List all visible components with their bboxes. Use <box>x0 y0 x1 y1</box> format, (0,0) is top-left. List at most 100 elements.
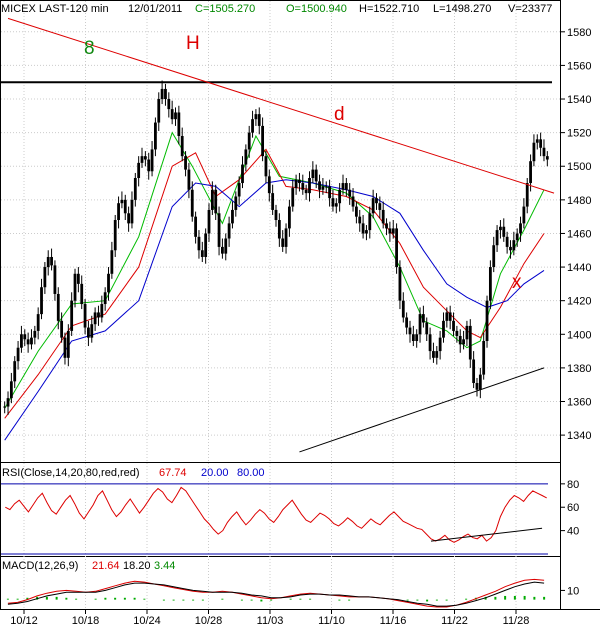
price-body <box>334 203 338 207</box>
line-label-d: d <box>334 104 345 125</box>
price-body <box>294 179 298 189</box>
price-body <box>421 314 425 323</box>
price-body <box>495 230 499 246</box>
price-body <box>428 334 432 352</box>
price-tick-label: 1560 <box>567 60 591 72</box>
price-tick-label: 1360 <box>567 397 591 409</box>
price-body <box>244 149 248 165</box>
price-body <box>442 320 445 338</box>
date-tick-label: 10/24 <box>133 615 161 627</box>
price-body <box>535 139 539 143</box>
price-body <box>432 351 435 358</box>
price-body <box>63 337 67 358</box>
price-body <box>321 186 325 190</box>
price-body <box>140 156 144 163</box>
trendlines <box>1 17 555 453</box>
price-body <box>130 199 134 224</box>
macd-value-2: 18.20 <box>123 560 151 572</box>
price-body <box>3 406 7 408</box>
price-body <box>529 161 532 184</box>
price-body <box>120 199 124 204</box>
price-body <box>73 273 77 301</box>
price-body <box>411 334 415 342</box>
price-body <box>80 283 84 305</box>
rsi-value: 67.74 <box>159 467 187 479</box>
price-body <box>113 220 117 251</box>
price-body <box>127 213 131 224</box>
rsi-upper: 80.00 <box>237 467 265 479</box>
price-bars <box>3 80 549 415</box>
price-body <box>525 183 529 207</box>
price-body <box>110 250 114 274</box>
price-body <box>214 189 218 214</box>
price-body <box>97 312 100 318</box>
price-body <box>257 114 261 126</box>
price-body <box>515 233 519 241</box>
price-body <box>60 320 64 338</box>
price-tick-label: 1400 <box>567 329 591 341</box>
macd-axis: 10 <box>560 585 579 597</box>
price-tick-label: 1460 <box>567 228 591 240</box>
price-body <box>405 317 409 328</box>
price-body <box>298 179 301 184</box>
cross-label-x: x <box>512 272 522 293</box>
date-tick-label: 11/22 <box>441 615 468 627</box>
date-axis: 10/12 10/18 10/24 10/28 11/03 11/10 11/16 11/22… <box>10 609 529 627</box>
price-body <box>187 169 191 190</box>
price-body <box>458 335 462 345</box>
price-body <box>418 314 422 335</box>
macd-tick-label: 10 <box>567 585 579 597</box>
date-tick-label: 10/18 <box>72 615 100 627</box>
price-body <box>237 183 241 197</box>
price-body <box>157 99 161 123</box>
volume-value: V=23377 <box>508 3 552 15</box>
price-body <box>197 236 201 251</box>
price-body <box>435 351 439 358</box>
price-body <box>284 228 288 247</box>
price-body <box>472 359 476 384</box>
rsi-axis: 40 60 80 <box>560 479 579 538</box>
price-body <box>56 293 60 321</box>
price-body <box>482 341 486 375</box>
price-tick-label: 1520 <box>567 128 591 140</box>
open-value: O=1500.940 <box>286 3 347 15</box>
price-body <box>368 213 372 231</box>
price-body <box>344 183 348 190</box>
price-body <box>30 337 33 345</box>
price-body <box>365 230 368 234</box>
macd-label: MACD(12,26,9) <box>2 560 78 572</box>
price-body <box>207 209 211 234</box>
rsi-tick-label: 80 <box>567 479 579 491</box>
price-body <box>311 169 315 179</box>
price-body <box>40 287 43 315</box>
price-body <box>147 159 151 172</box>
price-body <box>438 337 442 352</box>
macd-panel <box>0 556 561 610</box>
price-body <box>227 223 231 239</box>
price-body <box>391 228 395 234</box>
price-body <box>224 238 228 254</box>
price-body <box>107 273 110 293</box>
price-body <box>194 216 198 237</box>
price-body <box>371 198 375 214</box>
price-body <box>445 312 449 321</box>
price-body <box>264 156 268 177</box>
trendline-d <box>7 17 555 194</box>
date-tick-label: 11/10 <box>318 615 345 627</box>
price-body <box>210 189 214 210</box>
price-body <box>167 99 171 110</box>
price-body <box>361 223 365 234</box>
price-body <box>331 198 335 207</box>
price-body <box>76 273 80 284</box>
price-body <box>287 206 291 229</box>
support-trendline <box>299 367 545 453</box>
price-body <box>154 122 157 150</box>
price-tick-label: 1580 <box>567 27 591 39</box>
price-body <box>478 374 482 390</box>
price-body <box>90 324 94 338</box>
price-body <box>267 176 271 194</box>
price-tick-label: 1500 <box>567 161 591 173</box>
price-body <box>36 314 40 331</box>
price-axis: 1340 1360 1380 1400 1420 1440 1460 1480 1500 1520… <box>560 27 591 442</box>
price-body <box>177 112 181 136</box>
